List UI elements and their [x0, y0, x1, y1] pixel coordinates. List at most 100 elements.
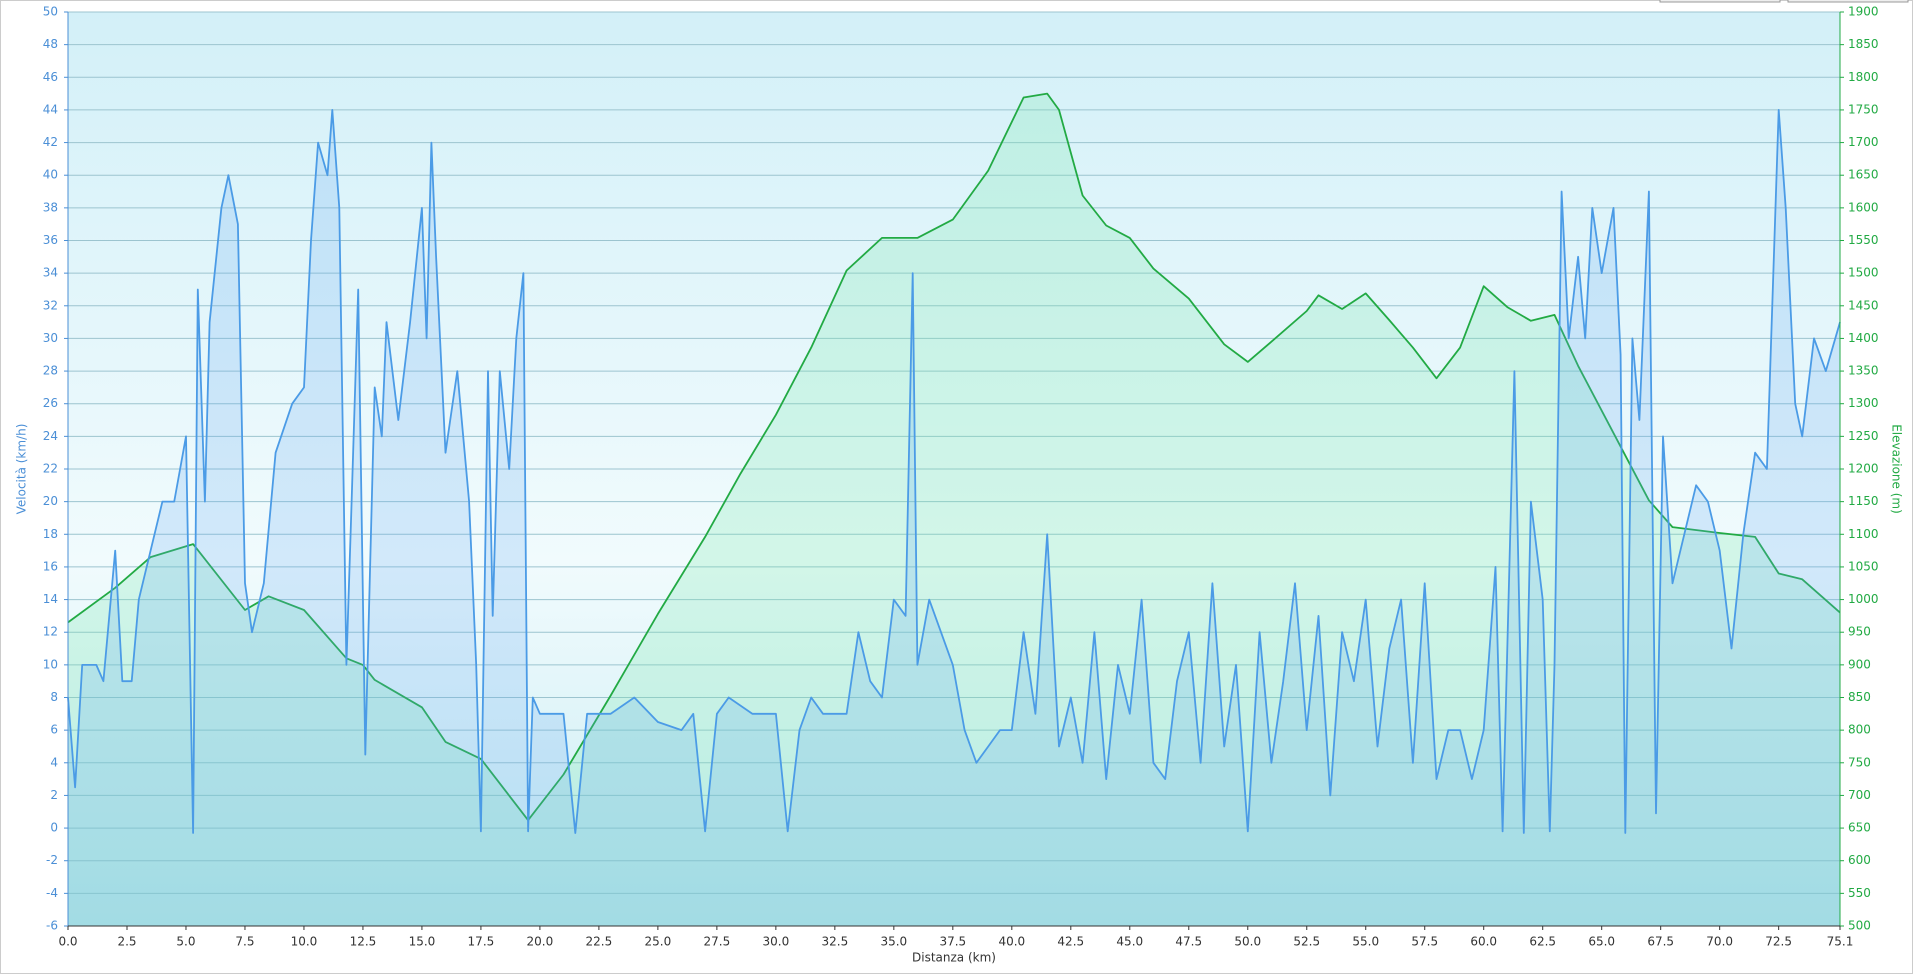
x-tick-label: 40.0: [998, 935, 1025, 949]
y-tick-label: 22: [43, 462, 58, 476]
y2-tick-label: 1200: [1848, 462, 1879, 476]
y2-tick-label: 1750: [1848, 102, 1879, 116]
x-tick-label: 27.5: [704, 935, 731, 949]
line: [67, 109, 1841, 834]
y2-tick-label: 950: [1848, 625, 1871, 639]
button[interactable]: [1787, 0, 1909, 3]
y2-axis-label: Elevazione (m): [1890, 424, 1904, 514]
x-tick-label: 5.0: [176, 935, 195, 949]
y-tick-label: 20: [43, 494, 58, 508]
y2-tick-label: 1500: [1848, 266, 1879, 280]
y-tick-label: 40: [43, 168, 58, 182]
x-tick-label: 62.5: [1529, 935, 1556, 949]
y-tick-label: 2: [50, 788, 58, 802]
x-tick-label: 45.0: [1116, 935, 1143, 949]
y-tick-label: 24: [43, 429, 58, 443]
y2-tick-label: 1100: [1848, 527, 1879, 541]
y-tick-label: -4: [46, 886, 58, 900]
area-fill: [68, 109, 1840, 926]
y-tick-label: 0: [50, 821, 58, 835]
y-tick-label: 46: [43, 70, 58, 84]
x-tick-label: 72.5: [1765, 935, 1792, 949]
x-tick-label: 50.0: [1234, 935, 1261, 949]
y-tick-label: 42: [43, 135, 58, 149]
y2-tick-label: 550: [1848, 886, 1871, 900]
y-tick-label: 10: [43, 657, 58, 671]
y2-tick-label: 1800: [1848, 70, 1879, 84]
y2-tick-label: 700: [1848, 788, 1871, 802]
x-tick-label: 12.5: [350, 935, 377, 949]
y2-tick-label: 500: [1848, 919, 1871, 933]
x-tick-label: 37.5: [939, 935, 966, 949]
x-tick-label: 60.0: [1470, 935, 1497, 949]
y-tick-label: 36: [43, 233, 58, 247]
y2-tick-label: 1700: [1848, 135, 1879, 149]
line: [67, 92, 1841, 822]
x-tick-label: 22.5: [586, 935, 613, 949]
y2-tick-label: 1250: [1848, 429, 1879, 443]
x-tick-label: 25.0: [645, 935, 672, 949]
x-tick-label: 52.5: [1293, 935, 1320, 949]
y-tick-label: -2: [46, 853, 58, 867]
x-axis-label: Distanza (km): [912, 951, 996, 965]
y-tick-label: 4: [50, 755, 58, 769]
y2-tick-label: 900: [1848, 657, 1871, 671]
x-tick-label: 20.0: [527, 935, 554, 949]
x-tick-label: 30.0: [762, 935, 789, 949]
x-tick-label: 65.0: [1588, 935, 1615, 949]
y2-tick-label: 1000: [1848, 592, 1879, 606]
y-tick-label: 18: [43, 527, 58, 541]
y-tick-label: 48: [43, 37, 58, 51]
y-tick-label: 30: [43, 331, 58, 345]
x-tick-label: 10.0: [291, 935, 318, 949]
x-tick-label: 55.0: [1352, 935, 1379, 949]
y2-tick-label: 1350: [1848, 364, 1879, 378]
x-tick-label: 15.0: [409, 935, 436, 949]
area-fill: [68, 93, 1840, 927]
y-tick-label: 38: [43, 200, 58, 214]
x-tick-label: 7.5: [235, 935, 254, 949]
y-axis-label: Velocità (km/h): [15, 424, 29, 515]
x-tick-label: 17.5: [468, 935, 495, 949]
y2-tick-label: 1150: [1848, 494, 1879, 508]
y2-tick-label: 1650: [1848, 168, 1879, 182]
x-tick-label: 67.5: [1647, 935, 1674, 949]
y2-tick-label: 1900: [1848, 5, 1879, 19]
y2-tick-label: 750: [1848, 755, 1871, 769]
y-tick-label: 28: [43, 364, 58, 378]
x-tick-label: 0.0: [58, 935, 77, 949]
y-tick-label: 8: [50, 690, 58, 704]
y2-tick-label: 650: [1848, 821, 1871, 835]
x-tick-label: 57.5: [1411, 935, 1438, 949]
x-tick-label: 70.0: [1706, 935, 1733, 949]
y2-tick-label: 1550: [1848, 233, 1879, 247]
y-tick-label: 26: [43, 396, 58, 410]
button[interactable]: [1659, 0, 1781, 3]
y-tick-label: 32: [43, 298, 58, 312]
x-tick-label: 32.5: [821, 935, 848, 949]
y-tick-label: 6: [50, 723, 58, 737]
y2-tick-label: 1300: [1848, 396, 1879, 410]
y-tick-label: 44: [43, 102, 58, 116]
y2-tick-label: 850: [1848, 690, 1871, 704]
y2-tick-label: 1450: [1848, 298, 1879, 312]
y-tick-label: 14: [43, 592, 58, 606]
y2-tick-label: 1400: [1848, 331, 1879, 345]
y-tick-label: 16: [43, 559, 58, 573]
x-tick-label: 42.5: [1057, 935, 1084, 949]
y-tick-label: -6: [46, 919, 58, 933]
y-tick-label: 50: [43, 5, 58, 19]
y2-tick-label: 800: [1848, 723, 1871, 737]
x-tick-label: 75.1: [1827, 935, 1854, 949]
x-tick-label: 2.5: [117, 935, 136, 949]
y2-tick-label: 1050: [1848, 559, 1879, 573]
y-tick-label: 12: [43, 625, 58, 639]
y2-tick-label: 600: [1848, 853, 1871, 867]
y-tick-label: 34: [43, 266, 58, 280]
y2-tick-label: 1850: [1848, 37, 1879, 51]
x-tick-label: 47.5: [1175, 935, 1202, 949]
y2-tick-label: 1600: [1848, 200, 1879, 214]
x-tick-label: 35.0: [880, 935, 907, 949]
